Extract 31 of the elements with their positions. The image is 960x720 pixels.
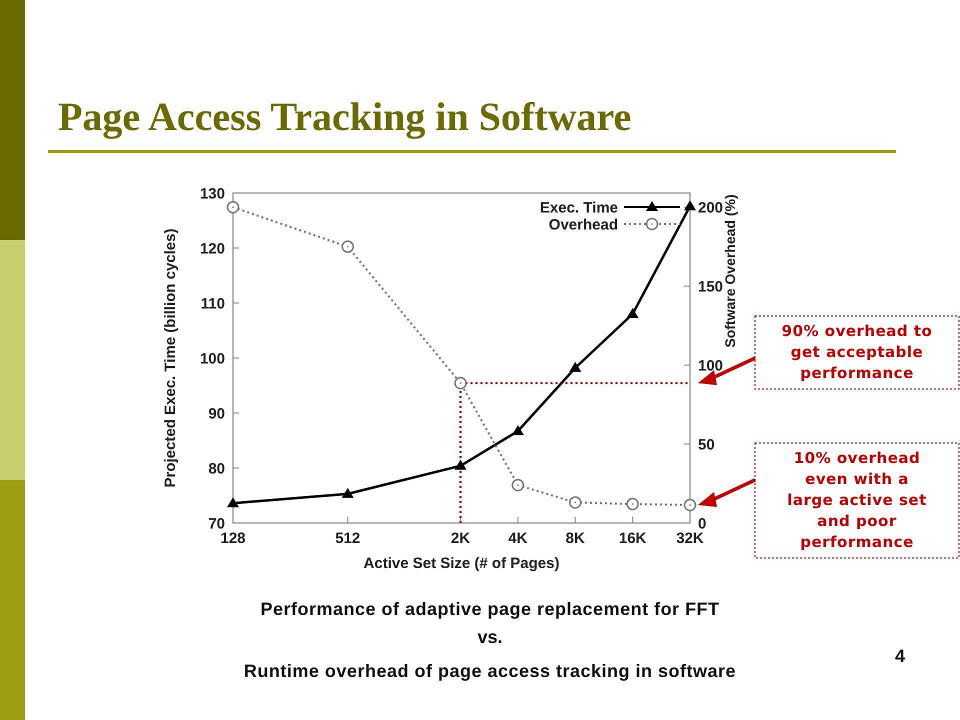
y-tick-label: 120 [200,240,225,258]
y2-tick-label: 150 [698,278,724,296]
y-tick-label: 70 [208,515,225,532]
y-axis-title: Projected Exec. Time (billion cycles) [162,228,179,488]
text: 90% overhead to get acceptable performance [782,322,932,382]
x-tick-label: 512 [335,530,360,547]
legend-label: Overhead [548,216,618,234]
text: 4 [894,646,906,666]
x-tick-label: 32K [676,530,704,547]
y-tick-label: 90 [208,405,225,422]
x-tick-label: 8K [566,530,586,547]
chart-title: Page Access Tracking in Software [58,94,632,139]
text: Runtime overhead of page access tracking in software [244,661,736,681]
text: vs. [477,627,503,647]
y2-tick-label: 200 [698,199,724,216]
x-tick-label: 16K [618,530,647,547]
y-tick-label: 130 [200,185,225,202]
x-axis-title: Active Set Size (# of Pages) [364,555,560,572]
text: 10% overhead even with a large active set and poor performance [787,449,927,551]
y2-axis-title: Software Overhead (%) [722,194,738,348]
y2-tick-label: 50 [698,436,715,454]
legend-label: Exec. Time [540,199,618,216]
y2-tick-label: 0 [698,515,706,532]
y-tick-label: 80 [208,460,225,478]
text: Performance of adaptive page replacement for FFT [260,599,720,619]
y2-tick-label: 100 [698,357,724,374]
y-tick-label: 110 [200,295,225,312]
x-tick-label: 4K [508,530,528,547]
x-tick-label: 2K [450,530,470,547]
y-tick-label: 100 [200,350,225,368]
x-tick-label: 128 [220,530,246,547]
